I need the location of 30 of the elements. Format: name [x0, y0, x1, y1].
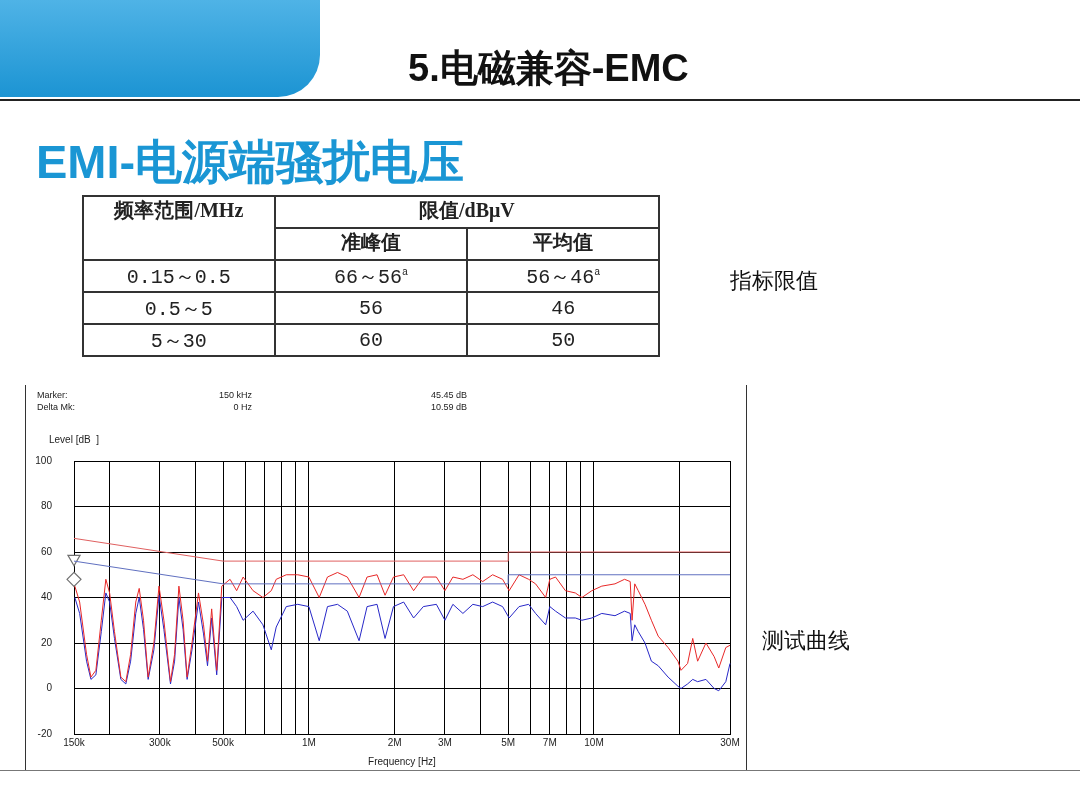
- x-tick-label: 10M: [584, 736, 604, 748]
- y-tick-label: 80: [40, 500, 53, 512]
- x-axis-title: Frequency [Hz]: [368, 755, 437, 767]
- y-tick-label: 0: [46, 682, 53, 694]
- y-tick-label: 20: [40, 636, 53, 648]
- y-tick-label: -20: [37, 727, 53, 739]
- x-tick-label: 500k: [212, 736, 235, 748]
- x-tick-label: 1M: [301, 736, 316, 748]
- text: Marker:: [37, 390, 68, 401]
- text: 10.59 dB: [431, 402, 468, 413]
- text: 测试曲线: [762, 627, 850, 655]
- x-tick-label: 300k: [148, 736, 172, 748]
- text: 指标限值: [730, 267, 818, 295]
- x-tick-label: 150k: [63, 736, 86, 748]
- chart-title: 5.电磁兼容-EMC: [408, 46, 689, 91]
- y-tick-label: 60: [40, 545, 53, 557]
- x-tick-label: 30M: [720, 736, 740, 748]
- text: 0 Hz: [232, 402, 252, 413]
- text: 150 kHz: [217, 390, 252, 401]
- y-axis-title: Level [dB ]: [49, 433, 100, 445]
- x-tick-label: 3M: [437, 736, 452, 748]
- table: 频率范围/MHz 限值/dBμV 准峰值 平均值 0.15～0.5 66～56$^{a}$ 56～46$^{a}$ 0.5～5 56 46 5～30 60 50: [82, 195, 660, 357]
- chart-subtitle: EMI-电源端骚扰电压: [36, 134, 465, 190]
- text: Delta Mk:: [37, 402, 76, 413]
- y-tick-label: 40: [40, 591, 53, 603]
- y-tick-label: 100: [35, 454, 53, 466]
- x-tick-label: 5M: [501, 736, 516, 748]
- x-tick-label: 7M: [542, 736, 557, 748]
- x-tick-label: 2M: [387, 736, 402, 748]
- text: 45.45 dB: [431, 390, 468, 401]
